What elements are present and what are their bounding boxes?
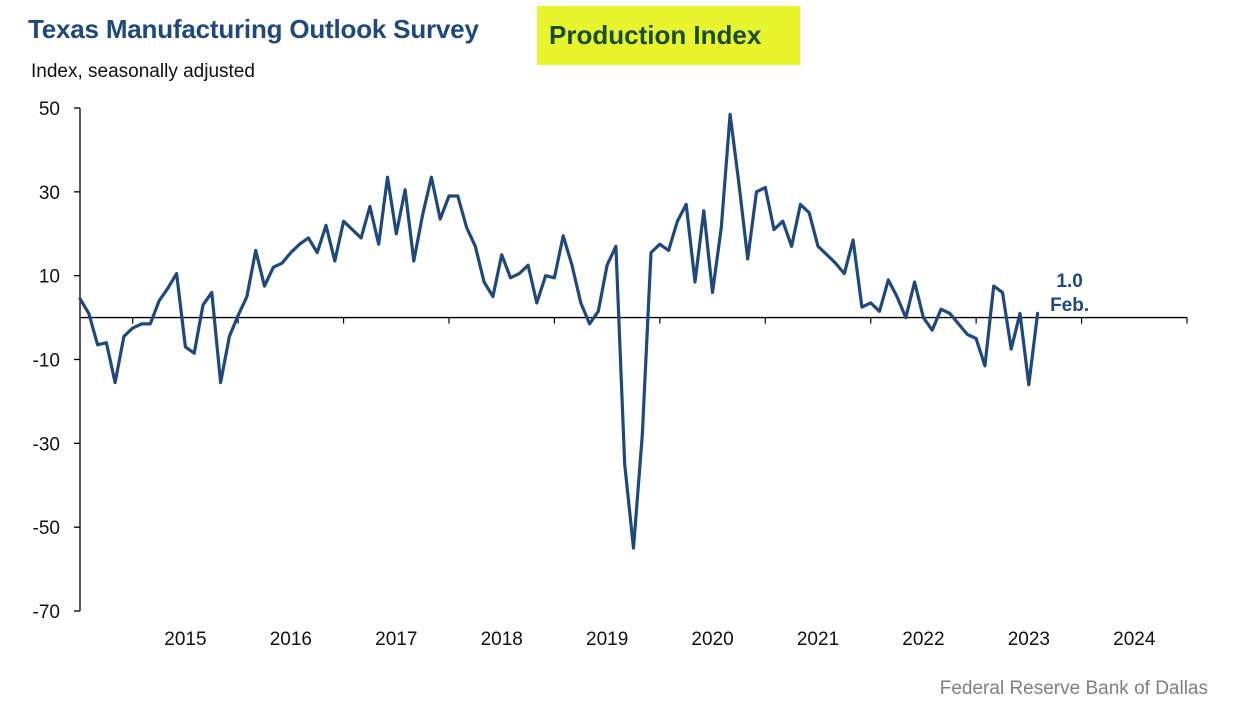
production-index-line [78,112,1040,550]
x-tick-label: 2019 [586,629,628,650]
x-tick-label: 2020 [691,629,733,650]
x-tick-label: 2024 [1113,629,1156,650]
y-tick-label: -30 [33,434,60,455]
y-tick-label: 50 [39,99,60,120]
source-credit: Federal Reserve Bank of Dallas [939,678,1208,699]
chart-subtitle: Index, seasonally adjusted [31,61,255,82]
x-tick-label: 2021 [797,629,839,650]
x-tick-label: 2023 [1008,629,1050,650]
last-month-label: Feb. [1050,295,1089,316]
x-tick-label: 2016 [270,629,312,650]
chart-title: Texas Manufacturing Outlook Survey [28,14,479,44]
x-tick-label: 2018 [481,629,523,650]
last-value-label: 1.0 [1056,271,1082,292]
x-tick-label: 2022 [902,629,944,650]
x-tick-label: 2017 [375,629,417,650]
chart-title-highlight: Production Index [537,6,800,65]
y-tick-label: 30 [39,183,60,204]
y-tick-label: -10 [33,351,60,372]
y-tick-label: -50 [33,518,60,539]
chart-title-row: Texas Manufacturing Outlook Survey [28,14,479,45]
y-tick-label: 10 [39,267,60,288]
x-tick-label: 2015 [164,629,206,650]
y-tick-label: -70 [33,602,60,623]
chart-title-highlight-text: Production Index [549,20,762,50]
